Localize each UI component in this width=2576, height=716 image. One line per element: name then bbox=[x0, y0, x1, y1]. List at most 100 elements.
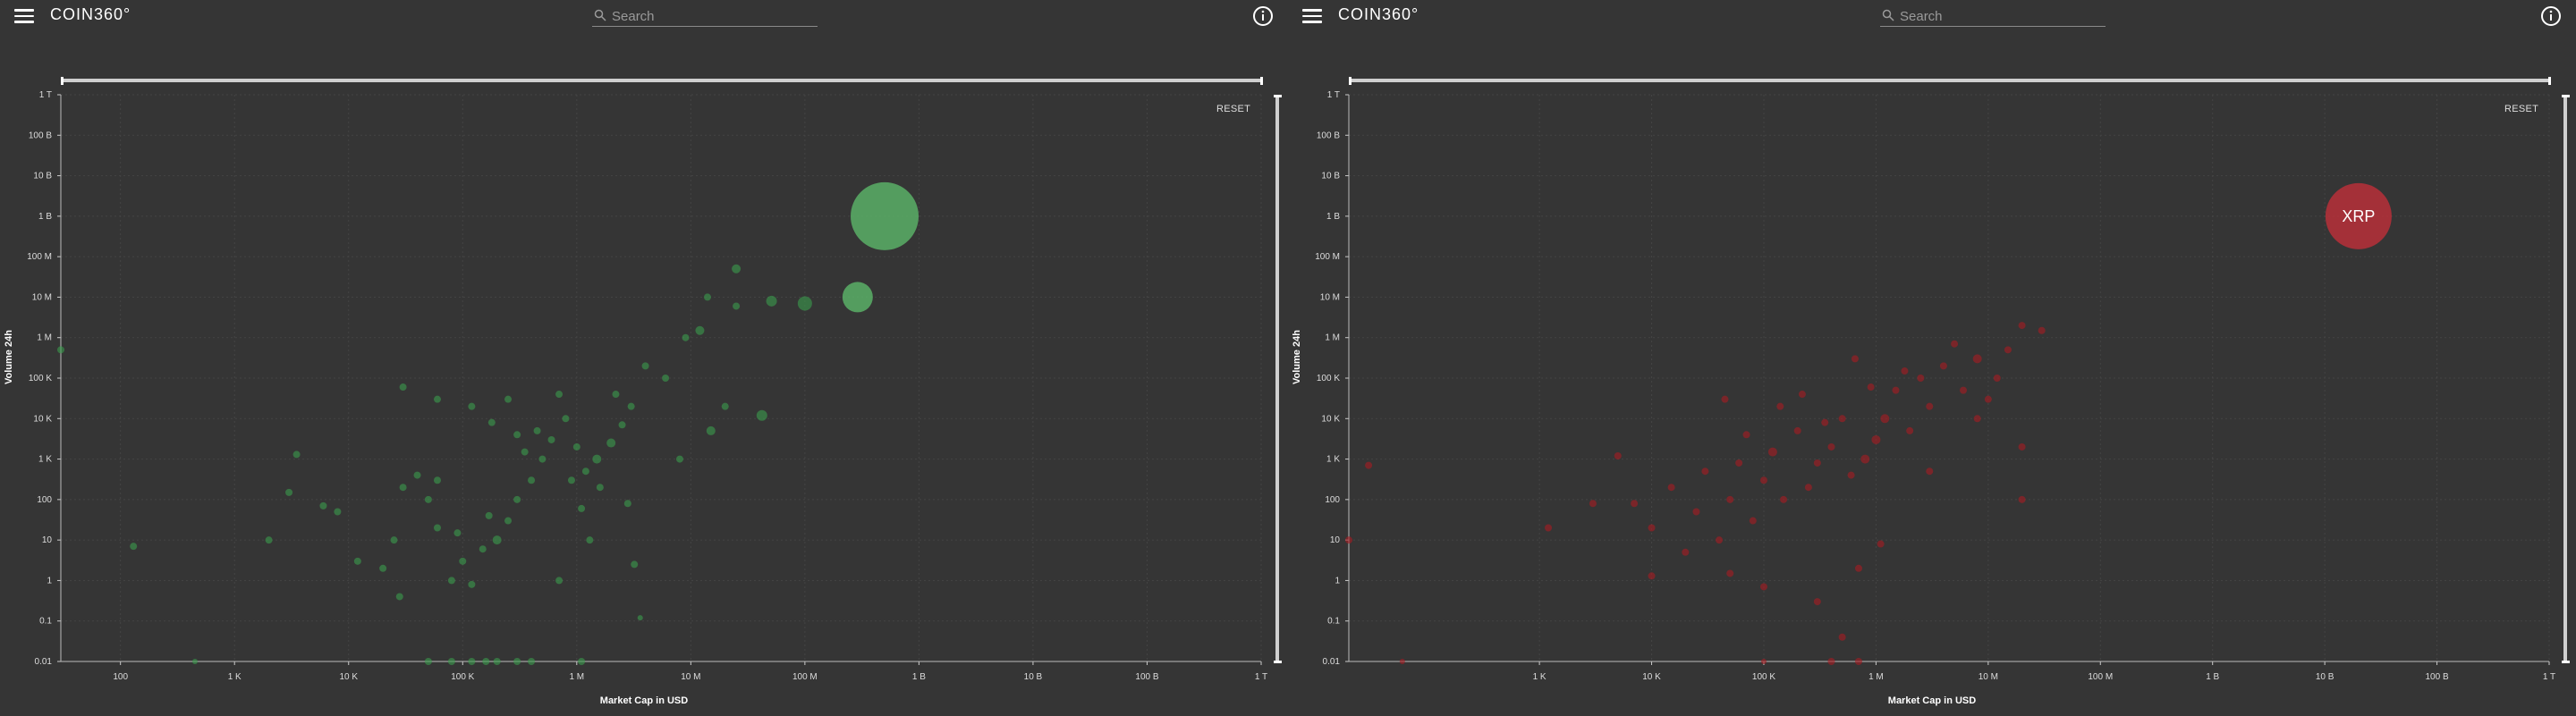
bubble[interactable] bbox=[353, 557, 361, 565]
bubble[interactable] bbox=[1804, 484, 1812, 492]
reset-button[interactable]: RESET bbox=[2504, 104, 2539, 114]
bubble[interactable] bbox=[797, 296, 812, 311]
bubble-chart[interactable]: 0.01 0.1 1 10 100 1 K 10 K 100 K 1 M 10 M 100 M 1 B… bbox=[0, 86, 1288, 716]
bubble[interactable] bbox=[1984, 395, 1992, 403]
info-icon[interactable] bbox=[1252, 5, 1274, 27]
bubble[interactable] bbox=[1972, 354, 1982, 364]
bubble[interactable] bbox=[1735, 459, 1743, 467]
bubble[interactable] bbox=[395, 593, 403, 601]
bubble[interactable] bbox=[567, 476, 575, 484]
bubble[interactable] bbox=[504, 395, 513, 403]
bubble[interactable] bbox=[1926, 468, 1934, 476]
bubble[interactable] bbox=[1871, 434, 1881, 444]
bubble[interactable] bbox=[756, 409, 767, 421]
range-handle-top[interactable] bbox=[1274, 95, 1282, 97]
bubble[interactable] bbox=[1749, 517, 1757, 525]
bubble[interactable] bbox=[482, 658, 490, 665]
bubble[interactable] bbox=[1726, 569, 1734, 577]
horizontal-range-slider[interactable] bbox=[1349, 77, 2551, 85]
bubble[interactable] bbox=[57, 346, 64, 354]
bubble[interactable] bbox=[1917, 375, 1925, 382]
bubble[interactable] bbox=[2018, 322, 2026, 330]
bubble[interactable] bbox=[842, 282, 873, 313]
bubble[interactable] bbox=[468, 402, 476, 410]
bubble[interactable] bbox=[623, 500, 631, 508]
bubble[interactable] bbox=[1399, 659, 1405, 664]
bubble[interactable] bbox=[1901, 367, 1909, 375]
bubble[interactable] bbox=[1716, 536, 1724, 544]
bubble[interactable] bbox=[1667, 484, 1675, 492]
bubble[interactable] bbox=[682, 333, 690, 341]
bubble[interactable] bbox=[1345, 536, 1352, 544]
bubble[interactable] bbox=[1365, 461, 1373, 469]
bubble[interactable] bbox=[1892, 386, 1900, 394]
bubble[interactable] bbox=[1798, 391, 1806, 399]
bubble[interactable] bbox=[399, 383, 407, 392]
bubble[interactable] bbox=[1854, 564, 1862, 572]
bubble[interactable] bbox=[334, 508, 342, 516]
bubble[interactable] bbox=[1838, 415, 1846, 423]
bubble[interactable] bbox=[493, 658, 501, 665]
bubble[interactable] bbox=[265, 536, 273, 544]
reset-button[interactable]: RESET bbox=[1216, 104, 1251, 114]
bubble[interactable] bbox=[851, 181, 919, 250]
bubble[interactable] bbox=[1631, 500, 1639, 508]
bubble[interactable] bbox=[596, 484, 604, 492]
bubble[interactable] bbox=[447, 577, 455, 585]
bubble[interactable] bbox=[487, 418, 496, 426]
bubble[interactable] bbox=[479, 545, 487, 553]
bubble[interactable] bbox=[675, 455, 683, 463]
bubble[interactable] bbox=[555, 577, 564, 585]
bubble[interactable] bbox=[1648, 524, 1656, 532]
bubble[interactable] bbox=[424, 658, 432, 665]
bubble[interactable] bbox=[528, 476, 536, 484]
bubble[interactable] bbox=[433, 524, 441, 532]
bubble[interactable] bbox=[1648, 572, 1656, 580]
bubble[interactable] bbox=[1776, 402, 1784, 410]
bubble[interactable] bbox=[513, 658, 521, 665]
bubble[interactable] bbox=[285, 488, 293, 496]
bubble[interactable] bbox=[319, 501, 327, 510]
bubble[interactable] bbox=[1854, 658, 1862, 665]
bubble-xrp[interactable] bbox=[2325, 182, 2392, 249]
search-input[interactable] bbox=[612, 7, 812, 25]
bubble[interactable] bbox=[1589, 500, 1597, 508]
bubble[interactable] bbox=[1951, 340, 1959, 348]
bubble[interactable] bbox=[1877, 540, 1885, 548]
bubble[interactable] bbox=[292, 451, 301, 459]
bubble[interactable] bbox=[513, 495, 521, 503]
bubble[interactable] bbox=[1813, 598, 1821, 606]
bubble[interactable] bbox=[2018, 495, 2026, 503]
bubble[interactable] bbox=[513, 431, 521, 439]
range-handle-top[interactable] bbox=[2562, 95, 2570, 97]
bubble[interactable] bbox=[555, 391, 564, 399]
range-handle-left[interactable] bbox=[1349, 77, 1352, 85]
bubble[interactable] bbox=[390, 536, 398, 544]
search-input[interactable] bbox=[1900, 7, 2100, 25]
bubble[interactable] bbox=[1545, 524, 1553, 532]
hamburger-menu-icon[interactable] bbox=[14, 9, 34, 23]
bubble[interactable] bbox=[547, 435, 555, 443]
bubble-chart[interactable]: 0.01 0.1 1 10 100 1 K 10 K 100 K 1 M 10 M 100 M 1 B… bbox=[1288, 86, 2576, 716]
range-handle-right[interactable] bbox=[1260, 77, 1263, 85]
bubble[interactable] bbox=[1682, 548, 1690, 556]
bubble[interactable] bbox=[424, 495, 432, 503]
bubble[interactable] bbox=[538, 455, 547, 463]
bubble[interactable] bbox=[641, 362, 649, 370]
bubble[interactable] bbox=[413, 471, 421, 479]
bubble[interactable] bbox=[1860, 454, 1870, 464]
bubble[interactable] bbox=[453, 529, 462, 537]
bubble[interactable] bbox=[1973, 415, 1981, 423]
vertical-range-slider[interactable] bbox=[2562, 95, 2570, 663]
bubble[interactable] bbox=[191, 659, 198, 664]
hamburger-menu-icon[interactable] bbox=[1302, 9, 1322, 23]
bubble[interactable] bbox=[504, 517, 513, 525]
bubble[interactable] bbox=[533, 426, 541, 434]
bubble[interactable] bbox=[528, 658, 536, 665]
info-icon[interactable] bbox=[2540, 5, 2562, 27]
bubble[interactable] bbox=[637, 615, 643, 621]
bubble[interactable] bbox=[485, 511, 493, 519]
bubble[interactable] bbox=[1827, 658, 1835, 665]
bubble[interactable] bbox=[581, 468, 589, 476]
bubble[interactable] bbox=[1851, 355, 1859, 363]
